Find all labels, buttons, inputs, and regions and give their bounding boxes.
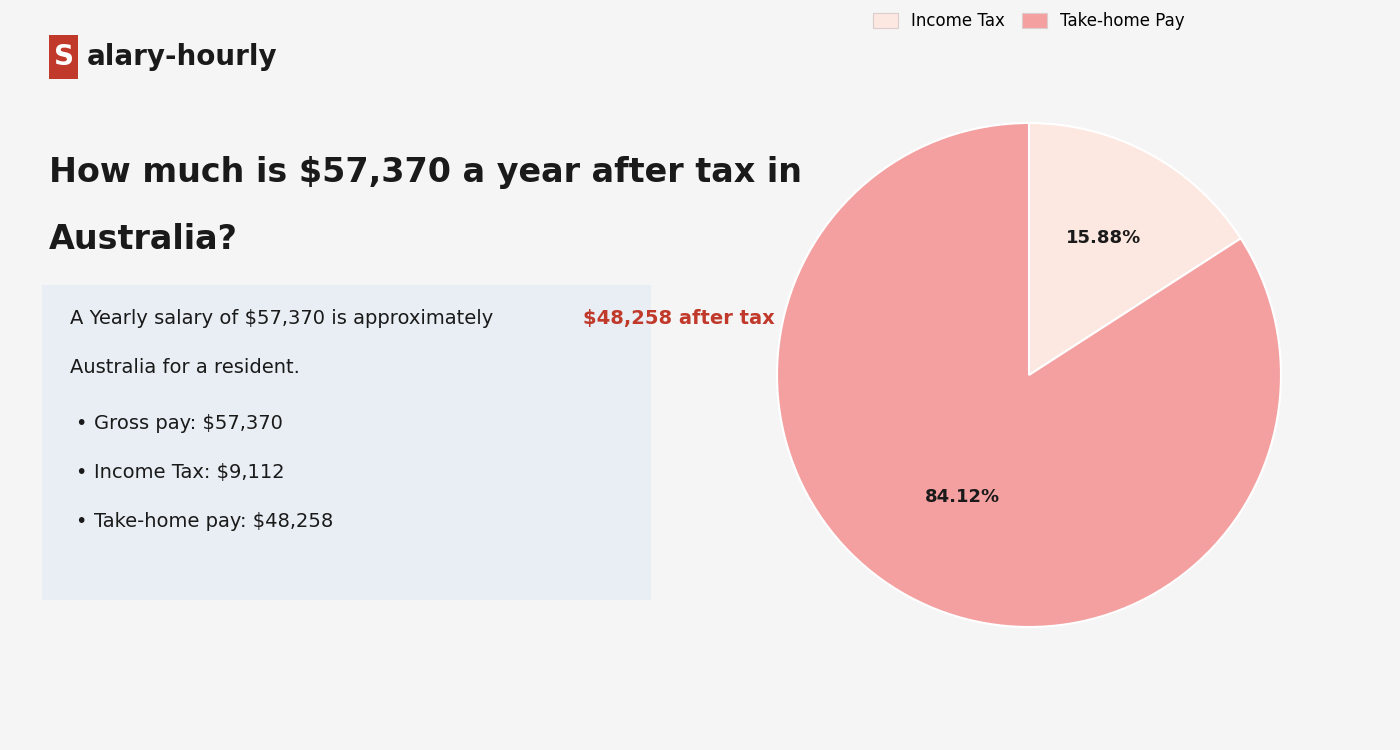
Text: Income Tax: $9,112: Income Tax: $9,112 (95, 463, 286, 482)
Text: S: S (53, 43, 74, 71)
Text: $48,258 after tax: $48,258 after tax (584, 309, 776, 328)
Text: in: in (781, 309, 805, 328)
Text: Take-home pay: $48,258: Take-home pay: $48,258 (95, 512, 333, 531)
Text: 84.12%: 84.12% (925, 488, 1000, 506)
FancyBboxPatch shape (42, 285, 651, 600)
Text: •: • (74, 414, 87, 434)
FancyBboxPatch shape (49, 35, 78, 79)
Text: Australia?: Australia? (49, 224, 238, 256)
Legend: Income Tax, Take-home Pay: Income Tax, Take-home Pay (867, 5, 1191, 37)
Text: alary-hourly: alary-hourly (87, 43, 277, 71)
Text: How much is $57,370 a year after tax in: How much is $57,370 a year after tax in (49, 156, 802, 189)
Text: Australia for a resident.: Australia for a resident. (70, 358, 300, 377)
Text: Gross pay: $57,370: Gross pay: $57,370 (95, 414, 283, 434)
Text: •: • (74, 463, 87, 482)
Text: •: • (74, 512, 87, 531)
Wedge shape (777, 123, 1281, 627)
Wedge shape (1029, 123, 1240, 375)
Text: A Yearly salary of $57,370 is approximately: A Yearly salary of $57,370 is approximat… (70, 309, 500, 328)
Text: 15.88%: 15.88% (1067, 229, 1141, 247)
